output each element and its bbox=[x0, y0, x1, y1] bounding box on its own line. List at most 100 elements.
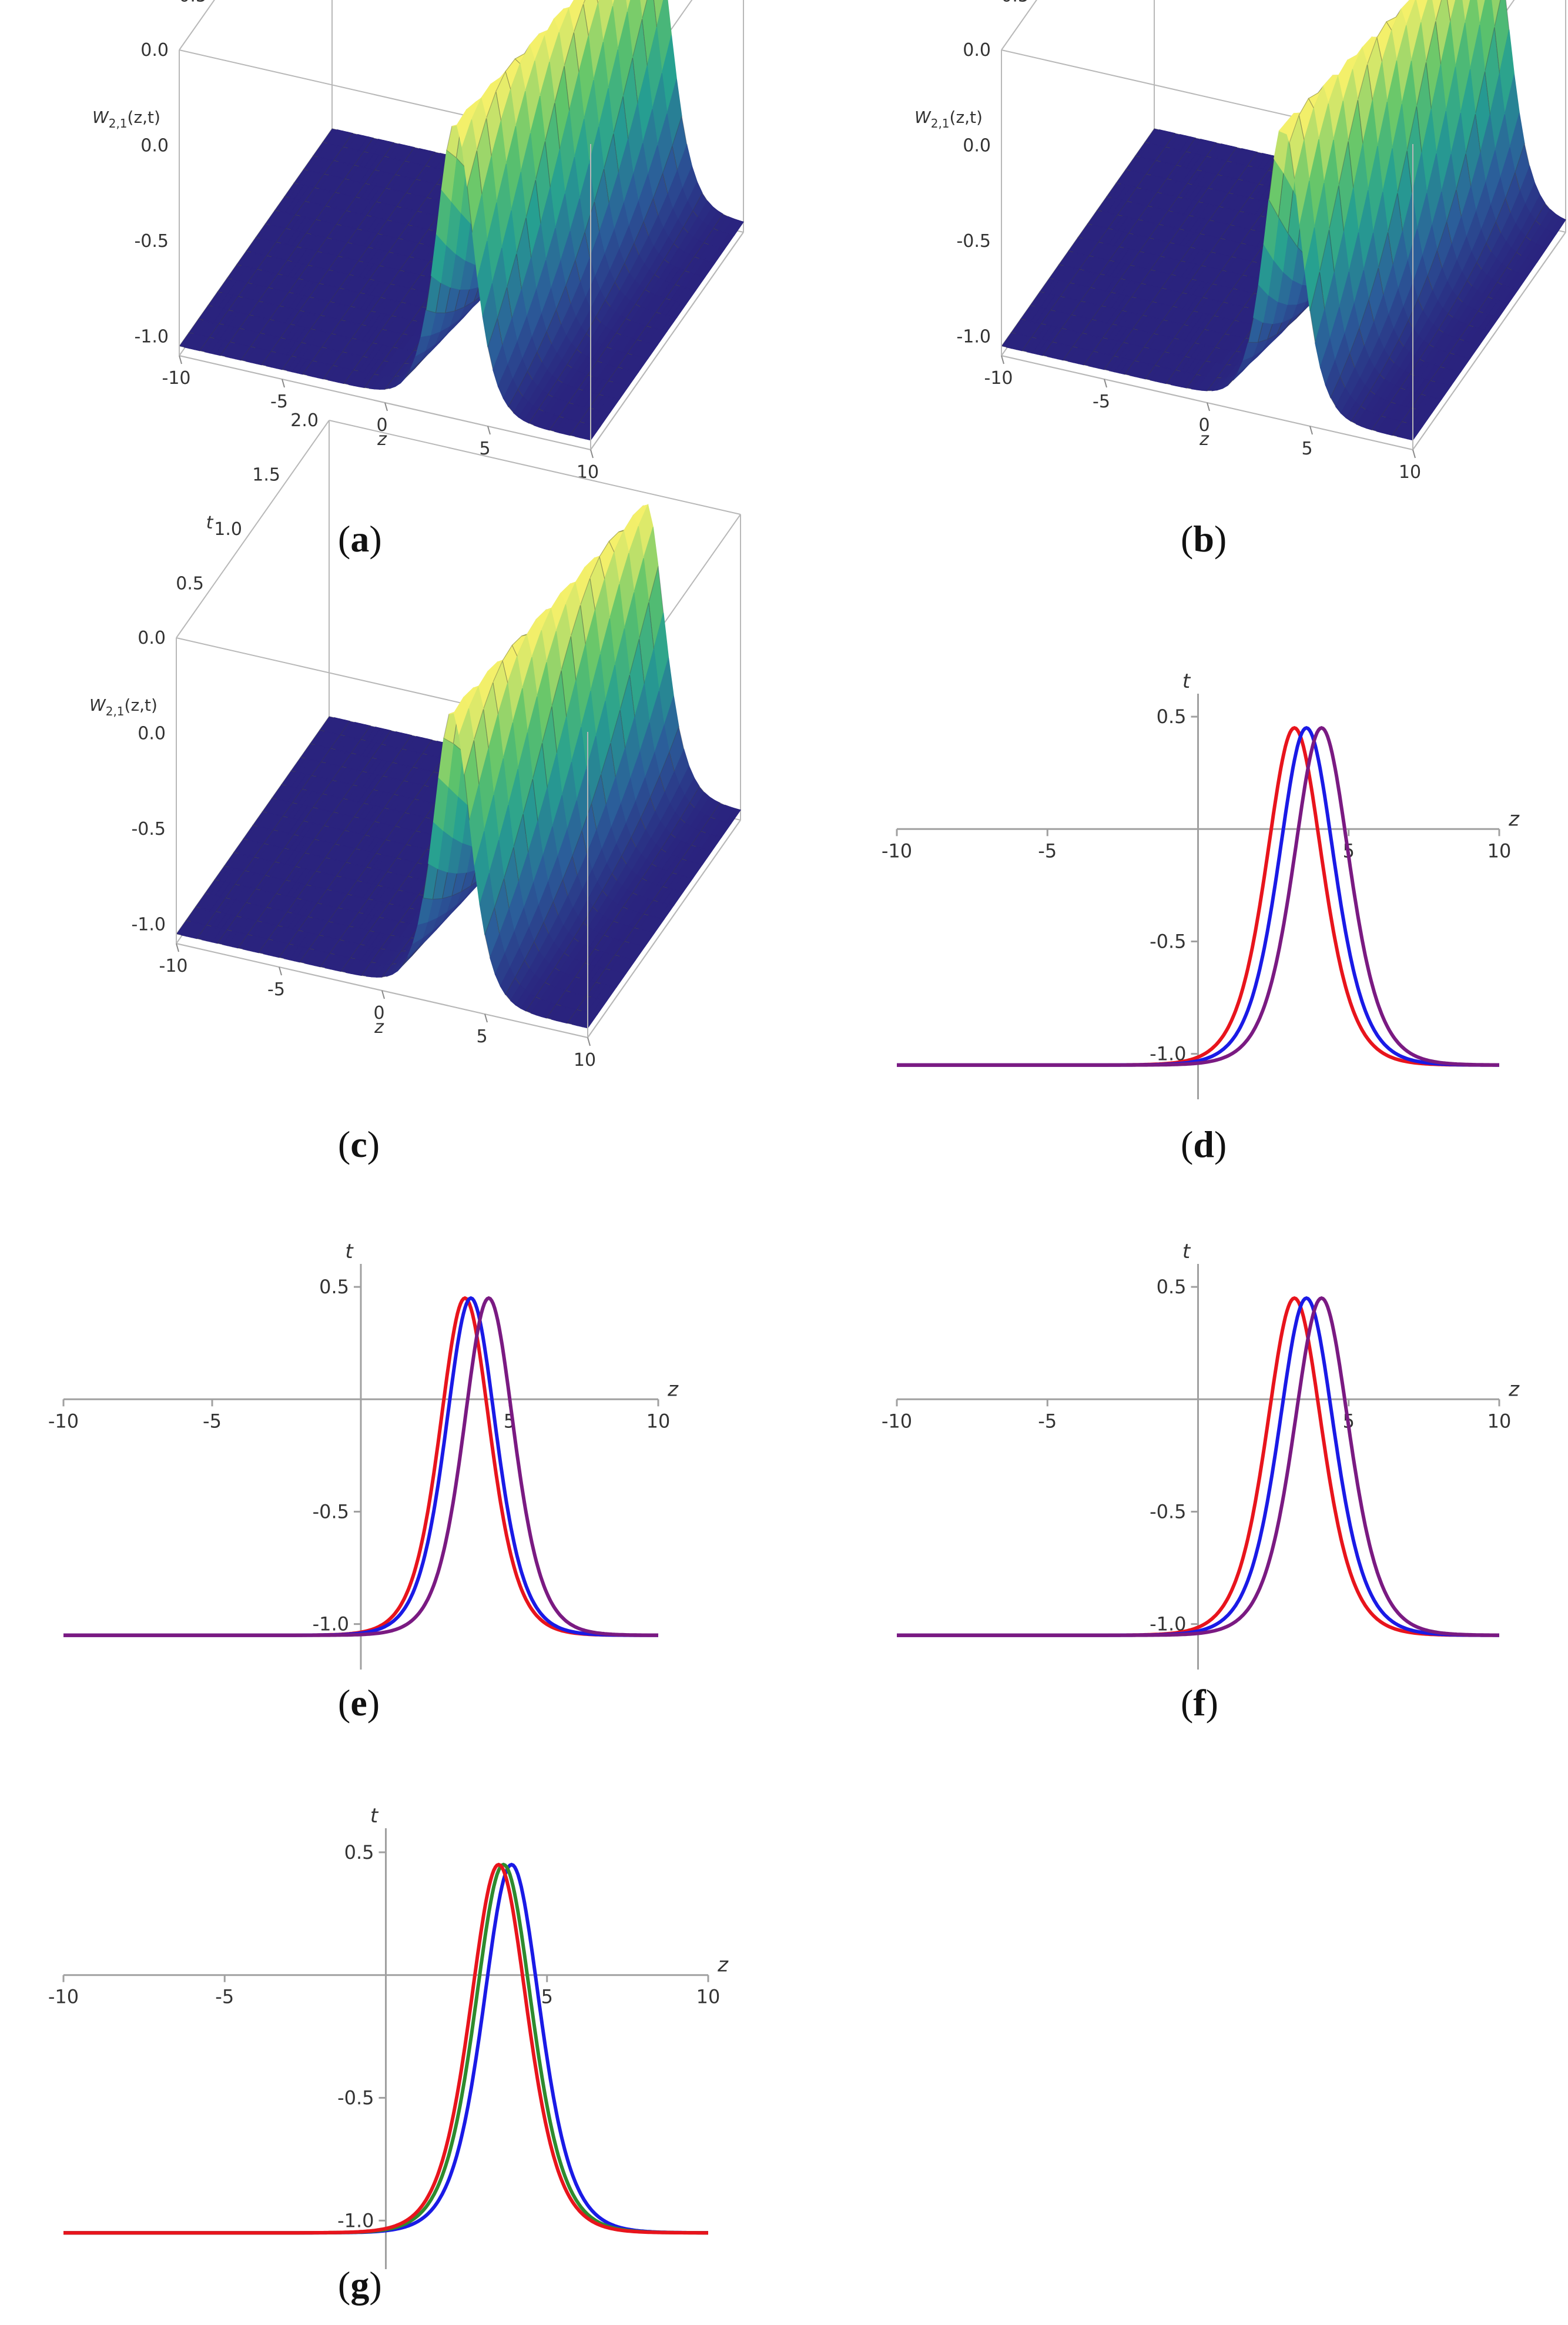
x-tick-mark bbox=[1207, 402, 1210, 412]
panel-b: -10-50510z0.00.51.01.52.0t0.0-0.5-1.0W2,… bbox=[784, 0, 1568, 588]
x-tick-label: -5 bbox=[1038, 1410, 1057, 1432]
z-axis-label-args: (z,t) bbox=[128, 108, 160, 127]
line-plot-f: zt-10 -5 5 100.5-0.5-1.0 bbox=[882, 1240, 1520, 1670]
box-edge-front bbox=[590, 232, 744, 450]
y-tick-label: 0.5 bbox=[344, 1841, 374, 1864]
x-tick-label: -5 bbox=[270, 392, 288, 412]
z-tick-label: -0.5 bbox=[131, 819, 166, 839]
z-axis-label-args: (z,t) bbox=[125, 695, 158, 715]
x-tick-mark bbox=[279, 966, 282, 976]
y-tick-label: 0.5 bbox=[1157, 705, 1187, 728]
x-tick-mark bbox=[381, 990, 385, 999]
x-tick-mark bbox=[282, 379, 285, 388]
y-axis-label: t bbox=[345, 1240, 354, 1263]
series-line-2 bbox=[897, 725, 1499, 1067]
z-tick-label: 0.0 bbox=[963, 136, 991, 156]
x-tick-label: -5 bbox=[1038, 839, 1057, 862]
surface-mesh bbox=[175, 503, 741, 1029]
x-axis-label: z bbox=[1199, 429, 1209, 450]
y-tick-label: 1.5 bbox=[252, 465, 280, 486]
series-line-2 bbox=[63, 1862, 708, 2235]
surface-plot-a: -10-50510z0.00.51.01.52.0t0.0-0.5-1.0W2,… bbox=[92, 0, 744, 483]
box-edge-front bbox=[587, 819, 741, 1038]
panel-e: z t -10 -5 5 10 0.5 -0.5 -1.0 (e) bbox=[0, 1193, 784, 1734]
y-tick-label: 0.0 bbox=[138, 628, 166, 648]
y-tick-label: 0.5 bbox=[179, 0, 207, 6]
x-tick-mark bbox=[1412, 449, 1416, 459]
x-tick-label: 0 bbox=[1198, 415, 1209, 436]
x-axis-label: z bbox=[717, 1953, 729, 1977]
x-tick-label: -10 bbox=[984, 368, 1013, 389]
y-tick-label: 2.0 bbox=[290, 410, 319, 431]
surface-mesh bbox=[1000, 0, 1566, 441]
panel-f: z t -10 -5 5 10 0.5 -0.5 -1.0 (f) bbox=[784, 1193, 1568, 1734]
x-axis-label: z bbox=[1508, 1377, 1520, 1401]
caption-g: (g) bbox=[338, 2264, 382, 2306]
box-edge bbox=[1001, 0, 1037, 51]
x-tick-label: -5 bbox=[1093, 392, 1110, 412]
z-axis-label: W2,1(z,t) bbox=[914, 108, 983, 131]
x-tick-label: -10 bbox=[882, 1410, 912, 1432]
x-tick-label: 5 bbox=[1301, 439, 1312, 459]
z-axis-label-base: W bbox=[914, 108, 932, 127]
caption-b: (b) bbox=[1181, 518, 1227, 560]
x-tick-label: -10 bbox=[48, 1410, 79, 1432]
caption-e: (e) bbox=[338, 1682, 380, 1724]
y-tick-label: 0.5 bbox=[1157, 1276, 1187, 1298]
surface-mesh bbox=[178, 0, 744, 441]
x-axis-label: z bbox=[377, 429, 387, 450]
x-tick-mark bbox=[484, 1013, 488, 1023]
box-edge bbox=[176, 420, 330, 638]
z-tick-label: -0.5 bbox=[134, 231, 169, 252]
x-tick-label: -5 bbox=[267, 979, 285, 1000]
surface-plot-c: -10 -5 0 5 10 z 0.0 0.5 1.0 1.5 2.0 t 0.0 -0.5 -1.0 W2,… bbox=[89, 410, 741, 1070]
x-tick-label: 5 bbox=[479, 439, 490, 459]
caption-c: (c) bbox=[338, 1123, 380, 1165]
caption-a: (a) bbox=[338, 518, 382, 560]
z-axis-label-sub: 2,1 bbox=[109, 116, 128, 131]
x-tick-label: 5 bbox=[541, 1986, 553, 2008]
y-tick-label: 0.0 bbox=[140, 40, 169, 61]
x-tick-label: 10 bbox=[646, 1410, 671, 1432]
x-tick-label: -5 bbox=[215, 1986, 234, 2008]
surface-patch bbox=[582, 1012, 598, 1029]
z-tick-label: -1.0 bbox=[134, 327, 169, 347]
surface-patch bbox=[585, 424, 601, 441]
x-tick-label: -10 bbox=[162, 368, 191, 389]
y-tick-label: 0.0 bbox=[963, 40, 991, 61]
surface-plot-b: -10-50510z0.00.51.01.52.0t0.0-0.5-1.0W2,… bbox=[914, 0, 1566, 483]
x-tick-label: 10 bbox=[1487, 1410, 1512, 1432]
x-tick-mark bbox=[176, 943, 179, 952]
surface-patch bbox=[625, 0, 631, 12]
x-tick-mark bbox=[1001, 355, 1004, 364]
x-tick-mark bbox=[590, 449, 594, 459]
box-edge bbox=[329, 420, 741, 515]
z-tick-label: 0.0 bbox=[138, 724, 166, 744]
x-tick-label: 5 bbox=[476, 1026, 487, 1047]
x-tick-mark bbox=[1104, 379, 1107, 388]
z-axis-label-sub: 2,1 bbox=[106, 704, 125, 718]
x-tick-mark bbox=[487, 426, 491, 435]
z-axis-label-sub: 2,1 bbox=[931, 116, 950, 131]
y-axis-label: t bbox=[370, 1804, 379, 1828]
series-line-2 bbox=[63, 1296, 659, 1637]
x-tick-label: 10 bbox=[1399, 462, 1421, 483]
x-tick-label: 0 bbox=[373, 1003, 384, 1023]
z-axis-label-args: (z,t) bbox=[950, 108, 983, 127]
x-axis-label: z bbox=[667, 1377, 679, 1401]
y-tick-label: -1.0 bbox=[337, 2209, 374, 2232]
line-plot-e: zt-10 -5 5 100.5-0.5-1.0 bbox=[48, 1240, 679, 1670]
z-tick-label: -0.5 bbox=[956, 231, 991, 252]
z-axis-label: W2,1(z,t) bbox=[89, 695, 158, 718]
x-tick-mark bbox=[1309, 426, 1313, 435]
y-axis-label: t bbox=[206, 513, 214, 533]
box-edge bbox=[179, 0, 215, 51]
z-axis-label: W2,1(z,t) bbox=[92, 108, 160, 131]
x-tick-label: 10 bbox=[574, 1050, 596, 1070]
y-tick-label: -0.5 bbox=[1150, 930, 1186, 952]
caption-f: (f) bbox=[1181, 1682, 1218, 1724]
panel-c: -10 -5 0 5 10 z 0.0 0.5 1.0 1.5 2.0 t 0.0 -0.5 -1.0 W2,… bbox=[0, 410, 784, 1176]
z-tick-label: 0.0 bbox=[140, 136, 169, 156]
x-tick-label: -5 bbox=[203, 1410, 222, 1432]
x-tick-label: 0 bbox=[376, 415, 387, 436]
